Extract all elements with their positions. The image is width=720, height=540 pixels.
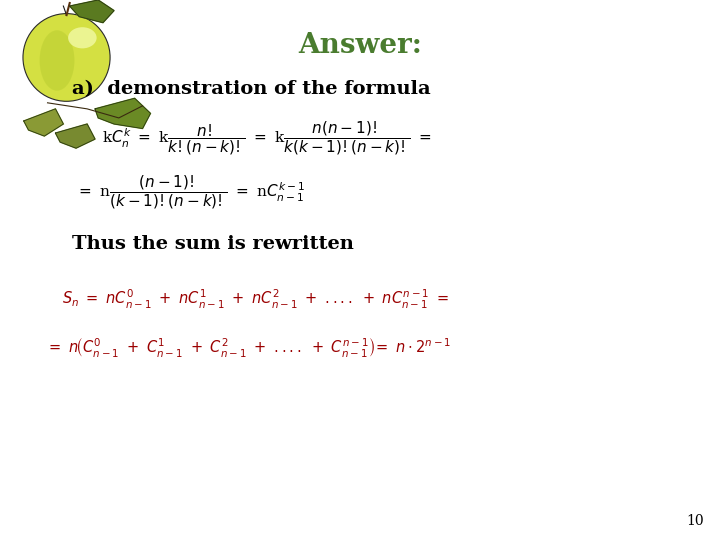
Text: Answer:: Answer:	[298, 32, 422, 59]
Ellipse shape	[40, 30, 74, 91]
Text: $=\ n\!\left(C^{0}_{n-1}\ +\ C^{1}_{n-1}\ +\ C^{2}_{n-1}\ +\ ....\ +\ C^{n-1}_{n: $=\ n\!\left(C^{0}_{n-1}\ +\ C^{1}_{n-1}…	[46, 337, 451, 360]
Text: 10: 10	[686, 514, 703, 528]
Text: Thus the sum is rewritten: Thus the sum is rewritten	[72, 235, 354, 253]
Polygon shape	[55, 124, 95, 148]
Polygon shape	[95, 98, 150, 129]
Ellipse shape	[68, 27, 96, 49]
Ellipse shape	[23, 14, 110, 102]
Polygon shape	[70, 0, 114, 23]
Text: $=\ \mathregular{n}\dfrac{\left(n-1\right)!}{\left(k-1\right)!\left(n-k\right)!}: $=\ \mathregular{n}\dfrac{\left(n-1\righ…	[76, 173, 305, 211]
Text: $S_n\ =\ nC^{0}_{n-1}\ +\ nC^{1}_{n-1}\ +\ nC^{2}_{n-1}\ +\ ....\ +\ nC^{n-1}_{n: $S_n\ =\ nC^{0}_{n-1}\ +\ nC^{1}_{n-1}\ …	[62, 288, 449, 311]
Polygon shape	[24, 109, 63, 136]
Text: $\mathregular{k}C^{k}_{n}\ =\ \mathregular{k}\dfrac{n!}{k!\left(n-k\right)!}\ =\: $\mathregular{k}C^{k}_{n}\ =\ \mathregul…	[102, 119, 431, 157]
Text: a)  demonstration of the formula: a) demonstration of the formula	[72, 80, 431, 98]
